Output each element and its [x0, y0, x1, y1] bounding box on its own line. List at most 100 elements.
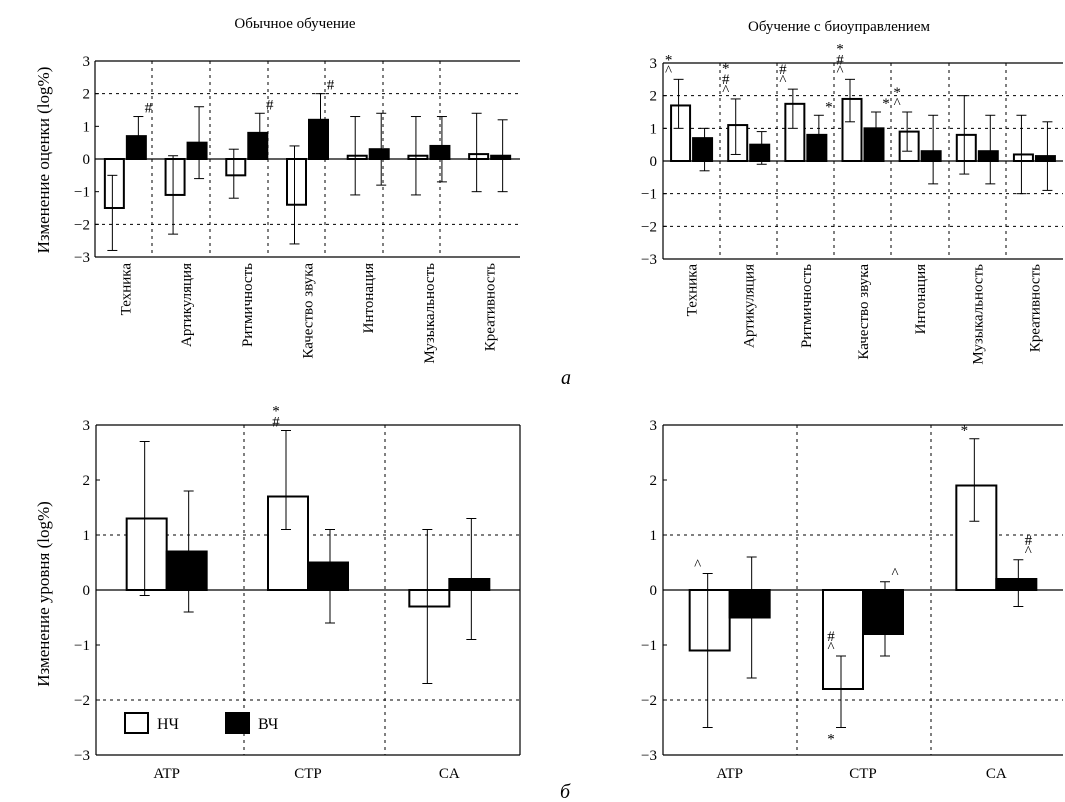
y-tick-label: −2	[74, 217, 90, 233]
bar-high	[429, 144, 451, 161]
y-tick-label: −3	[641, 252, 657, 268]
significance-mark: #	[266, 97, 274, 113]
significance-mark: *	[722, 61, 730, 77]
bar-high	[165, 550, 208, 591]
bar-high	[749, 143, 771, 163]
bar-low	[164, 158, 186, 196]
y-tick-label: −3	[74, 250, 90, 266]
bar-low	[1012, 153, 1034, 162]
y-tick-label: 3	[83, 418, 91, 434]
panel-conventional-scores: Обычное обучение Изменение оценки (log%)…	[34, 16, 520, 364]
y-tick-label: −1	[641, 187, 657, 203]
category-label: Ритмичность	[799, 264, 815, 348]
significance-mark: *	[882, 96, 890, 112]
significance-mark: ^	[891, 566, 898, 582]
y-tick-label: 3	[83, 54, 91, 70]
bar-low	[841, 97, 863, 162]
significance-mark: ^	[894, 96, 901, 112]
category-label: Интонация	[361, 263, 377, 333]
significance-mark: ^	[827, 640, 834, 656]
y-tick-label: 2	[83, 87, 91, 103]
significance-mark: *	[893, 85, 901, 101]
significance-mark: ^	[694, 558, 701, 574]
category-label: Техника	[118, 263, 134, 316]
bar-low	[670, 104, 692, 162]
y-tick-label: −1	[641, 638, 657, 654]
panel-title: Обучение с биоуправлением	[748, 19, 930, 35]
bar-high	[368, 148, 390, 160]
panel-biofeedback-scores: Обучение с биоуправлением −3 −2 −1 0 1 2 3 Техн…	[641, 19, 1063, 365]
bar-low	[225, 158, 247, 177]
significance-mark: *	[272, 404, 280, 420]
y-tick-label: 1	[650, 528, 658, 544]
category-label: CA	[986, 766, 1007, 782]
y-tick-label: 2	[83, 473, 91, 489]
significance-mark: #	[327, 78, 335, 94]
bar-high	[995, 578, 1038, 591]
bar-high	[448, 578, 491, 591]
category-label: ATP	[153, 766, 180, 782]
y-tick-label: 2	[650, 473, 658, 489]
category-label: Качество звука	[301, 263, 317, 359]
category-label: CTP	[294, 766, 322, 782]
y-tick-label: 3	[650, 418, 658, 434]
y-tick-label: 0	[83, 152, 91, 168]
bar-high	[977, 150, 999, 162]
category-label: Артикуляция	[179, 263, 195, 347]
panel-letter-a: а	[561, 367, 571, 389]
bar-low	[267, 495, 309, 591]
y-tick-label: 0	[83, 583, 91, 599]
category-label: CA	[439, 766, 460, 782]
y-tick-label: 3	[650, 56, 658, 72]
significance-mark: *	[836, 41, 844, 57]
significance-mark: ^	[665, 63, 672, 79]
bar-high	[862, 589, 904, 635]
legend-swatch-high	[225, 712, 250, 734]
bar-high	[692, 137, 714, 162]
category-label: ATP	[716, 766, 743, 782]
y-axis-label: Изменение оценки (log%)	[34, 67, 53, 254]
significance-mark: ^	[779, 73, 786, 89]
significance-mark: *	[827, 732, 835, 748]
category-label: Техника	[685, 264, 701, 317]
panel-letter-b: б	[560, 781, 571, 802]
y-tick-label: 0	[650, 154, 658, 170]
bar-low	[103, 158, 125, 209]
legend: НЧ ВЧ	[124, 712, 278, 734]
bar-low	[408, 589, 451, 608]
category-label: Артикуляция	[742, 264, 758, 348]
panel-title: Обычное обучение	[234, 16, 356, 32]
y-axis-label: Изменение уровня (log%)	[34, 501, 53, 687]
significance-mark: #	[1025, 533, 1033, 549]
category-label: Креативность	[483, 263, 499, 351]
bar-high	[247, 131, 269, 161]
category-label: Креативность	[1027, 264, 1043, 352]
y-tick-label: −2	[641, 219, 657, 235]
significance-mark: ^	[722, 83, 729, 99]
significance-mark: #	[272, 415, 280, 431]
category-label: Интонация	[913, 264, 929, 334]
bar-high	[863, 127, 885, 162]
y-tick-label: 2	[650, 89, 658, 105]
y-tick-label: −2	[641, 693, 657, 709]
bar-low	[688, 589, 731, 652]
bar-high	[186, 141, 208, 161]
y-tick-label: −1	[74, 638, 90, 654]
bar-low	[955, 133, 977, 163]
legend-swatch-low	[124, 712, 149, 734]
bar-low	[727, 124, 749, 162]
significance-mark: *	[825, 99, 833, 115]
bar-high	[307, 561, 349, 591]
significance-mark: ^	[1025, 544, 1032, 560]
bar-high	[308, 118, 329, 161]
significance-mark: #	[779, 62, 787, 78]
bar-high	[806, 133, 828, 163]
legend-label-high: ВЧ	[258, 716, 278, 733]
bar-low	[955, 484, 998, 591]
y-tick-label: −3	[641, 748, 657, 764]
category-label: Ритмичность	[240, 263, 256, 347]
bar-high	[920, 150, 942, 162]
significance-mark: #	[836, 52, 844, 68]
